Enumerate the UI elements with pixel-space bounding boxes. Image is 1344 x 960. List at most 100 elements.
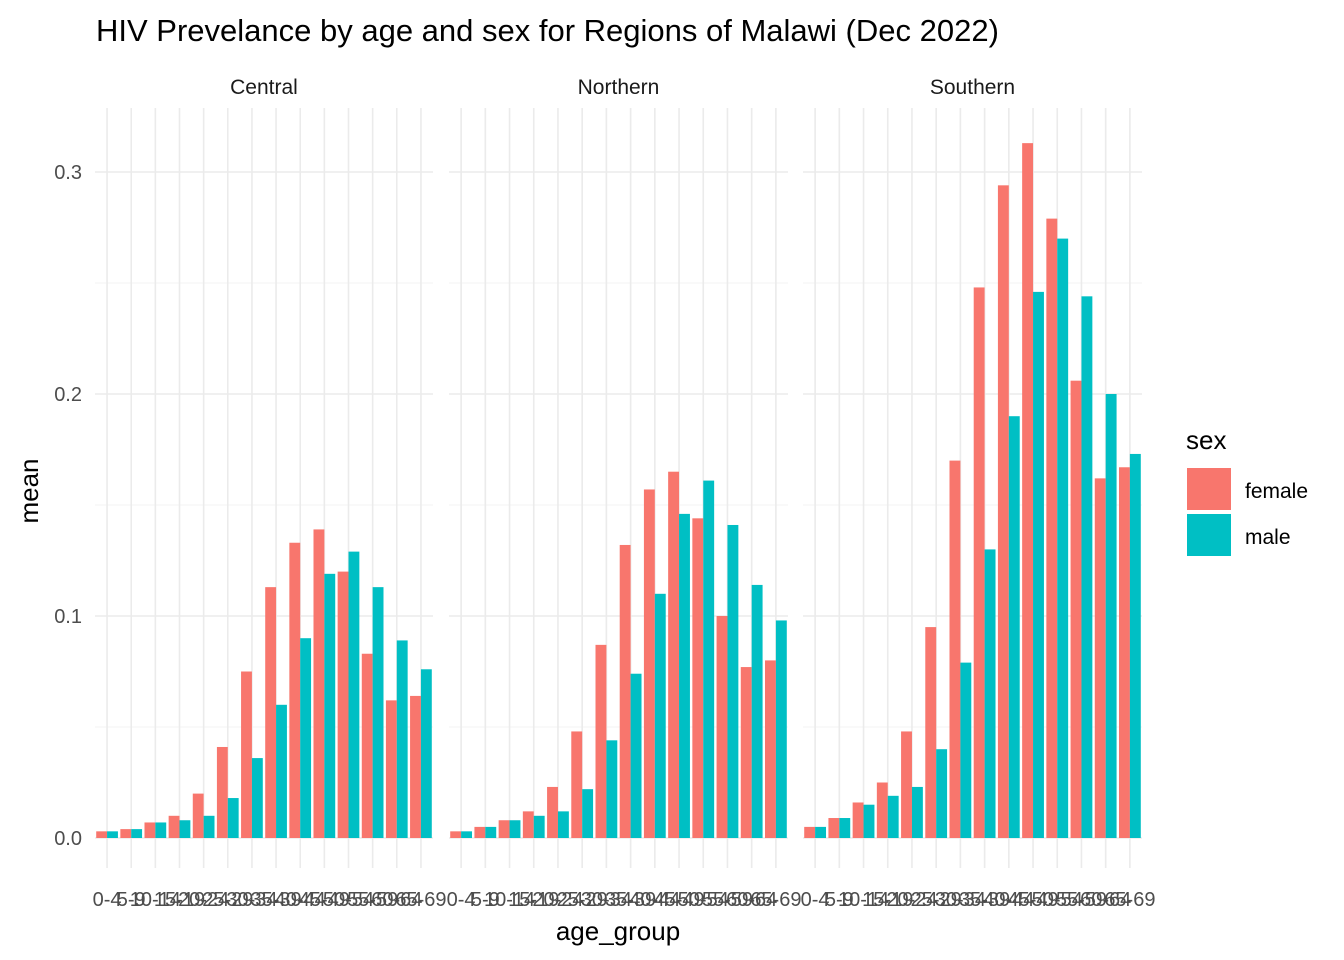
bar-female <box>828 818 840 838</box>
y-tick-label: 0.3 <box>54 162 82 184</box>
x-tick-label: 20-24 <box>178 889 229 911</box>
bar-male <box>1057 238 1069 839</box>
bar-female <box>740 667 752 838</box>
bar-female <box>474 826 486 838</box>
x-tick-label: 15-19 <box>862 889 913 911</box>
bar-female <box>765 660 776 838</box>
x-tick-label: 60-64 <box>1080 889 1131 911</box>
x-tick-label: 35-39 <box>959 889 1010 911</box>
x-tick-label: 35-39 <box>250 889 301 911</box>
x-tick-label: 20-24 <box>886 889 937 911</box>
bar-male <box>606 740 618 838</box>
bar-female <box>1119 467 1130 838</box>
facet-central: Central 0-45-910-1415-1920-2425-2930-3435… <box>93 76 447 911</box>
x-tick-label: 20-24 <box>532 889 583 911</box>
bar-male <box>251 758 263 838</box>
x-tick-label: 25-29 <box>557 889 608 911</box>
bar-female <box>973 287 985 838</box>
bar-female <box>571 731 583 838</box>
bar-female <box>619 544 631 838</box>
bar-female <box>385 700 397 838</box>
x-tick-label: 30-34 <box>935 889 986 911</box>
bar-male <box>630 673 642 838</box>
bar-female <box>925 627 937 838</box>
bar-male <box>679 513 690 838</box>
facet-strip-label: Central <box>230 76 298 99</box>
bar-male <box>911 786 923 838</box>
x-tick-label: 65-69 <box>1104 889 1155 911</box>
bar-male <box>727 524 739 838</box>
bar-male <box>1008 416 1020 838</box>
x-tick-label: 50-54 <box>678 889 729 911</box>
bar-male <box>1105 394 1117 838</box>
x-tick-label: 60-64 <box>371 889 422 911</box>
chart-title: HIV Prevelance by age and sex for Region… <box>96 13 999 48</box>
bar-male <box>1129 453 1141 838</box>
bar-male <box>396 640 408 838</box>
legend-key-male <box>1187 514 1231 556</box>
bar-female <box>216 746 228 838</box>
x-tick-label: 55-59 <box>702 889 753 911</box>
bar-female <box>120 829 132 838</box>
x-tick-label: 40-44 <box>983 889 1034 911</box>
x-tick-label: 50-54 <box>1032 889 1083 911</box>
bar-male <box>936 749 948 838</box>
y-axis-title: mean <box>14 458 44 523</box>
bar-male <box>654 593 666 838</box>
x-tick-label: 55-59 <box>347 889 398 911</box>
bar-female <box>692 518 704 838</box>
bar-female <box>289 542 301 838</box>
bar-female <box>361 653 373 838</box>
bar-male <box>203 815 215 838</box>
y-tick-label: 0.2 <box>54 384 82 406</box>
bar-male <box>372 587 384 838</box>
x-tick-label: 65-69 <box>750 889 801 911</box>
x-axis-title: age_group <box>556 916 680 946</box>
bar-female <box>901 731 912 838</box>
x-tick-label: 45-49 <box>653 889 704 911</box>
bar-female <box>1094 478 1106 838</box>
bar-female <box>643 489 655 838</box>
bar-male <box>276 704 287 838</box>
x-tick-label: 55-59 <box>1056 889 1107 911</box>
bar-female <box>96 831 108 838</box>
x-tick-label: 30-34 <box>581 889 632 911</box>
bar-male <box>509 820 521 838</box>
bar-male <box>107 831 118 838</box>
x-tick-label: 45-49 <box>299 889 350 911</box>
bar-male <box>420 669 432 838</box>
x-tick-label: 45-49 <box>1007 889 1058 911</box>
x-tick-label: 5-9 <box>117 889 146 911</box>
legend-label-male: male <box>1245 526 1291 549</box>
bar-male <box>815 826 827 838</box>
bar-female <box>498 820 510 838</box>
bar-male <box>300 638 312 838</box>
bar-female <box>716 616 728 838</box>
bar-female <box>522 811 534 838</box>
bar-male <box>863 804 875 838</box>
legend-key-female <box>1187 468 1231 510</box>
bar-male <box>703 480 715 838</box>
x-tick-label: 40-44 <box>275 889 326 911</box>
bar-female <box>168 815 180 838</box>
bar-female <box>595 644 607 838</box>
bar-female <box>876 782 888 838</box>
bar-female <box>410 695 421 838</box>
bar-female <box>144 822 156 838</box>
bar-male <box>557 811 569 838</box>
legend-label-female: female <box>1245 480 1308 503</box>
facet-northern: Northern 0-45-910-1415-1920-2425-2930-343… <box>447 76 802 911</box>
x-tick-label: 0-4 <box>801 889 830 911</box>
facet-strip-label: Northern <box>578 76 660 99</box>
x-tick-label: 25-29 <box>202 889 253 911</box>
bar-male <box>461 831 473 838</box>
bar-female <box>241 671 252 838</box>
bar-female <box>265 587 277 838</box>
bar-male <box>775 620 787 838</box>
bar-female <box>668 471 680 838</box>
plot-layer: Central0-45-910-1415-1920-2425-2930-3435… <box>54 76 1155 911</box>
bar-female <box>337 571 349 838</box>
bar-female <box>192 793 204 838</box>
